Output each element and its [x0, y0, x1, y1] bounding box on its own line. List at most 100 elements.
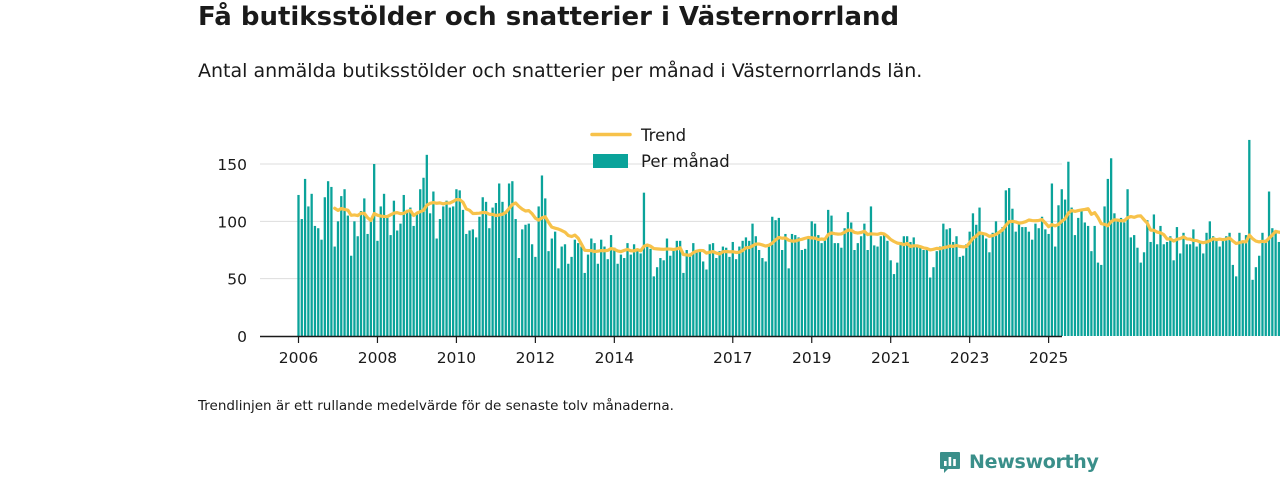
bar [649, 248, 652, 336]
bar [850, 222, 853, 336]
bar [780, 250, 784, 336]
bar [530, 244, 534, 336]
bar [484, 201, 488, 336]
bar [925, 247, 929, 336]
bar [527, 223, 530, 336]
bar [435, 238, 438, 336]
bar [757, 250, 761, 336]
bar [1057, 205, 1060, 336]
bar [632, 244, 636, 336]
bar [961, 255, 965, 336]
y-tick-label: 0 [237, 328, 247, 346]
y-tick-label: 150 [217, 156, 247, 174]
bar [317, 228, 320, 336]
bar [1261, 232, 1264, 336]
bar [902, 236, 906, 336]
bar [1119, 217, 1123, 336]
bar [873, 245, 876, 336]
bar [619, 254, 623, 336]
bar [307, 206, 310, 336]
bar [800, 250, 804, 336]
bar [1218, 246, 1221, 336]
brand-logo[interactable]: Newsworthy [939, 451, 1099, 473]
bar [922, 250, 925, 336]
bar [721, 246, 725, 336]
bar [955, 236, 958, 336]
legend-bars-swatch [593, 154, 628, 168]
bar [1024, 227, 1027, 336]
bar [968, 231, 971, 336]
bar [623, 258, 626, 336]
bar [1271, 228, 1274, 336]
bar [353, 221, 356, 336]
bar [1077, 217, 1080, 336]
bar [323, 197, 326, 336]
bar [491, 207, 494, 336]
bar [1129, 237, 1133, 336]
chart-subtitle: Antal anmälda butiksstölder och snatteri… [198, 60, 923, 82]
bar [1208, 221, 1211, 336]
bar [1238, 232, 1241, 336]
bar [386, 216, 389, 336]
bar [1044, 229, 1047, 336]
bar [1133, 235, 1136, 336]
bar [882, 235, 886, 336]
bar [392, 200, 396, 336]
bar [869, 206, 873, 336]
bar [945, 229, 948, 336]
bar [563, 244, 567, 336]
bar [771, 216, 774, 336]
bar [379, 206, 382, 336]
bar [1080, 209, 1083, 336]
bar [692, 243, 695, 336]
bar [784, 233, 787, 336]
bar [843, 228, 846, 336]
bar [975, 224, 978, 336]
bar [685, 250, 688, 336]
bar [1103, 206, 1106, 336]
bar [1139, 262, 1142, 336]
bar [751, 223, 754, 336]
bar [567, 263, 570, 336]
bar [665, 238, 669, 336]
bar [1073, 235, 1077, 336]
bar [1113, 213, 1116, 336]
bar [889, 260, 892, 336]
bar [774, 220, 777, 336]
bar [1169, 236, 1172, 336]
bar [550, 238, 553, 336]
bar [389, 235, 392, 336]
bar [725, 247, 728, 336]
bar [320, 239, 323, 336]
bar [498, 183, 501, 336]
bar [1063, 199, 1067, 336]
bar [711, 243, 715, 336]
bar [1152, 214, 1156, 336]
bar [859, 236, 863, 336]
legend: Trend Per månad [590, 126, 730, 171]
bar [1258, 255, 1261, 336]
bar [359, 211, 363, 336]
bar [573, 239, 577, 336]
bar [675, 240, 678, 336]
bar [827, 209, 830, 336]
bar [840, 247, 843, 336]
bar [817, 235, 820, 336]
bar [1179, 253, 1182, 336]
bar [678, 240, 682, 336]
bar [886, 240, 889, 336]
bar [639, 253, 642, 336]
bar [652, 276, 655, 336]
bar [613, 247, 616, 336]
bar [952, 241, 955, 336]
bar [583, 272, 586, 336]
bar [899, 241, 902, 336]
bar [326, 181, 330, 336]
bar [514, 219, 517, 336]
bar [978, 207, 981, 336]
bar [662, 260, 665, 336]
bar [451, 206, 455, 336]
bar [534, 256, 537, 336]
bar [1251, 279, 1254, 336]
